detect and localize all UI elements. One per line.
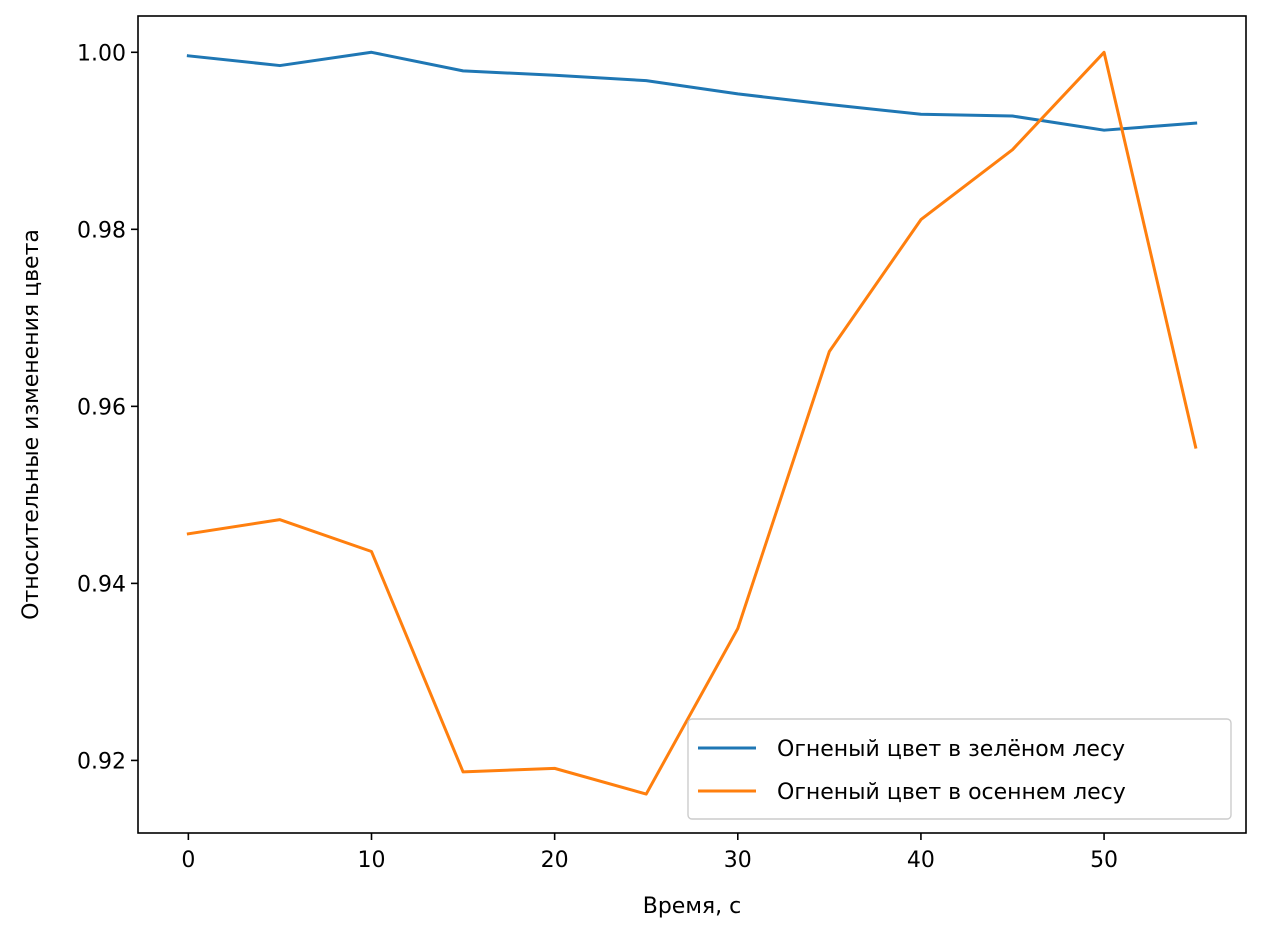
y-axis-label: Относительные изменения цвета [19,229,44,620]
x-tick-label: 0 [181,848,195,873]
x-tick-label: 10 [358,848,386,873]
y-tick-label: 0.94 [77,572,126,597]
y-axis-ticks: 0.92 0.94 0.96 0.98 1.00 [77,41,138,774]
legend-box [687,718,1232,820]
x-tick-label: 20 [541,848,569,873]
y-tick-label: 1.00 [77,41,126,66]
legend-items: Огненый цвет в зелёном лесу Огненый цвет … [698,737,1126,805]
x-tick-label: 40 [907,848,935,873]
legend-label-2: Огненый цвет в осеннем лесу [777,780,1126,805]
plot-area-frame [137,15,1247,834]
x-axis-label: Время, с [643,894,742,919]
y-tick-label: 0.92 [77,749,126,774]
x-axis-ticks: 0 10 20 30 40 50 [181,833,1118,873]
legend: Огненый цвет в зелёном лесу Огненый цвет … [687,718,1232,820]
x-tick-label: 30 [724,848,752,873]
series-lines [186,50,1198,796]
y-tick-label: 0.96 [77,395,126,420]
legend-label-1: Огненый цвет в зелёном лесу [777,737,1125,762]
series-line-1 [186,50,1198,132]
series-line-2 [186,50,1198,796]
x-tick-label: 50 [1090,848,1118,873]
y-tick-label: 0.98 [77,218,126,243]
